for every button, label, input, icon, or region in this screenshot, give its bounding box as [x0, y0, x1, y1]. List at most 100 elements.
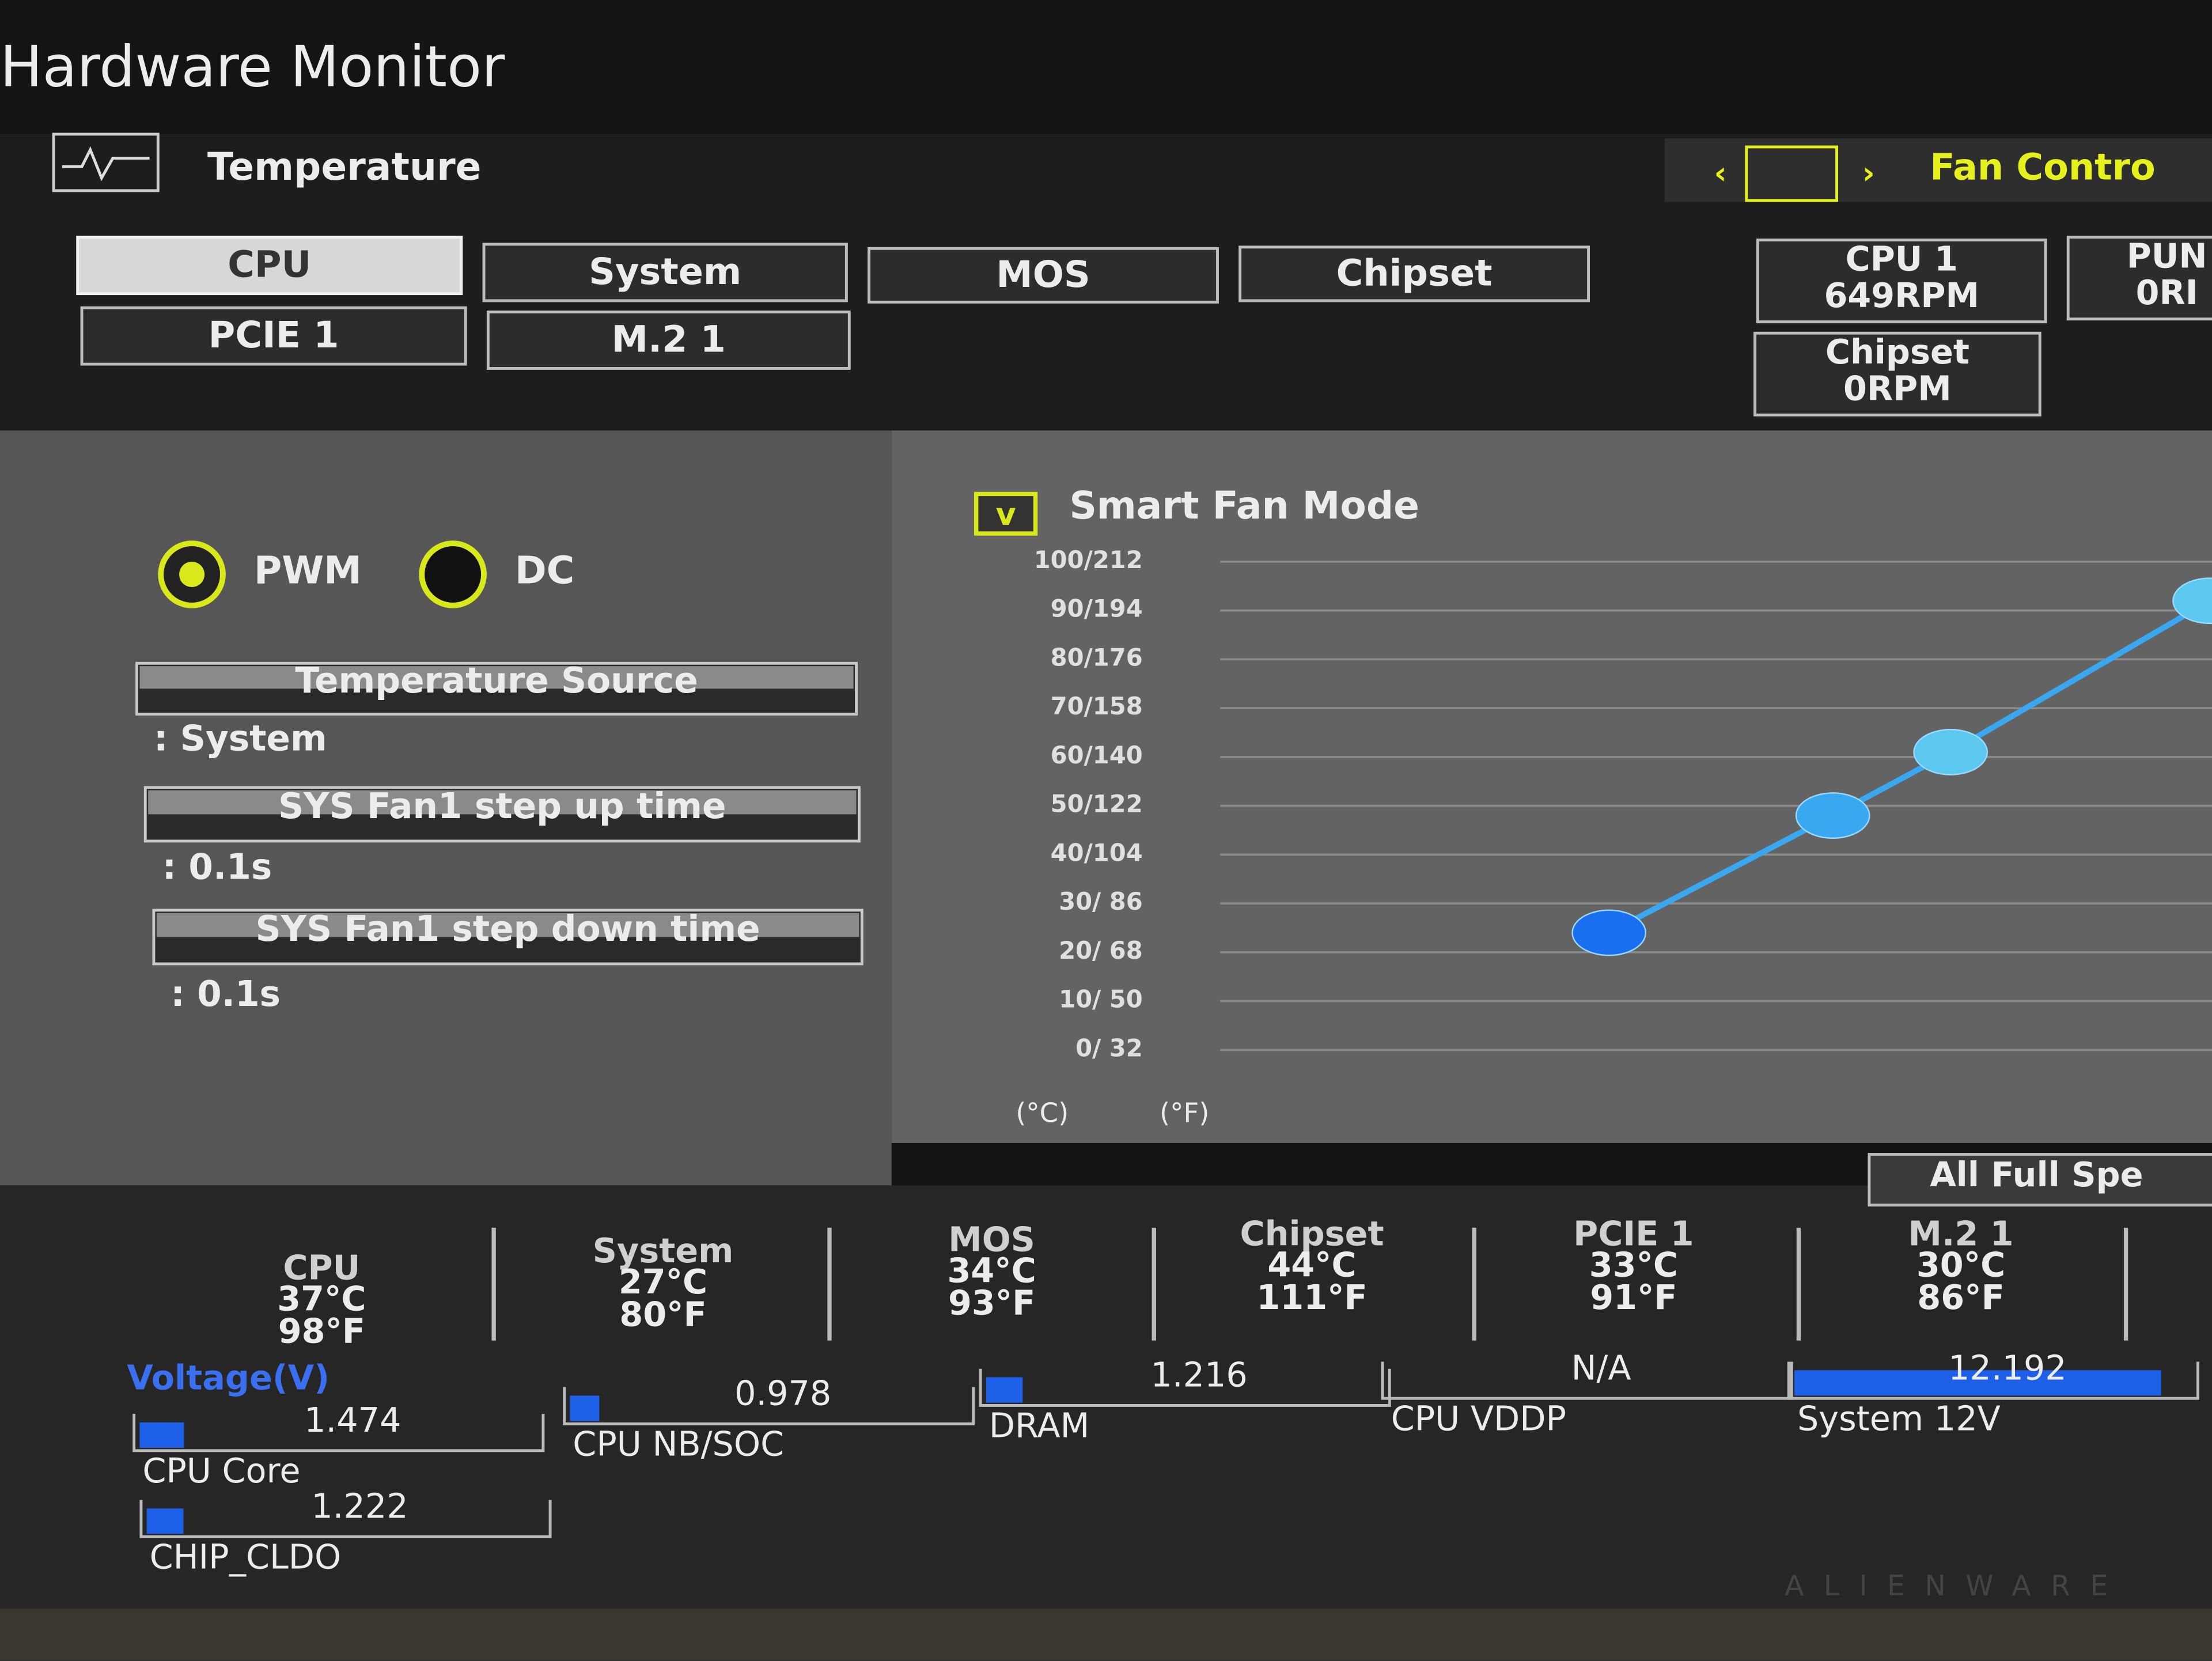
voltage-bar [139, 1422, 184, 1448]
setting-label[interactable]: Temperature Source [295, 660, 698, 701]
y-tick-label: 100/212 [1034, 546, 1143, 574]
temp-c: 27°C [619, 1262, 707, 1301]
setting-label[interactable]: SYS Fan1 step down time [256, 909, 760, 949]
fan-speed[interactable]: 0RI [2136, 273, 2198, 312]
setting-shade [139, 666, 854, 689]
voltage-name: System 12V [1797, 1399, 2001, 1439]
temp-c: 33°C [1589, 1245, 1678, 1285]
voltage-bar [986, 1377, 1023, 1403]
temp-f: 98°F [278, 1311, 365, 1351]
voltage-value: 1.222 [311, 1486, 408, 1526]
source-button[interactable] [1238, 245, 1590, 302]
tab-fan-control[interactable]: Fan Contro [1930, 146, 2156, 189]
arrow-left[interactable]: ‹ [1714, 155, 1727, 191]
source-button[interactable] [486, 311, 851, 370]
voltage-name: CPU NB/SOC [573, 1424, 784, 1464]
y-tick-label: 10/ 50 [1059, 985, 1143, 1013]
voltage-name: CPU VDDP [1391, 1399, 1566, 1439]
temp-name: M.2 1 [1908, 1214, 2014, 1254]
temp-name: MOS [948, 1219, 1035, 1259]
fan-point[interactable] [1795, 792, 1870, 839]
y-tick-label: 90/194 [1051, 595, 1143, 623]
pwm-label: PWM [254, 548, 362, 593]
source-label[interactable]: MOS [996, 253, 1090, 296]
fan-name[interactable]: CPU 1 [1846, 239, 1958, 278]
fan-card[interactable] [1756, 239, 2047, 324]
voltage-bracket [1787, 1361, 2199, 1400]
voltage-title: Voltage(V) [127, 1357, 329, 1397]
voltage-value: 1.216 [1151, 1355, 1248, 1395]
source-label[interactable]: PCIE 1 [209, 314, 339, 357]
source-label[interactable]: M.2 1 [612, 318, 726, 361]
fan-name[interactable]: Chipset [1825, 332, 1969, 372]
setting-shade [156, 913, 859, 937]
temp-name: System [593, 1231, 734, 1270]
temp-name: CPU [283, 1247, 360, 1287]
setting-label[interactable]: SYS Fan1 step up time [278, 786, 726, 827]
voltage-bracket [1381, 1361, 1793, 1400]
voltage-value: 12.192 [1948, 1348, 2067, 1387]
voltage-value: 1.474 [304, 1400, 401, 1440]
desk [0, 1609, 2212, 1661]
page-title: Hardware Monitor [0, 35, 505, 100]
setting-shade [148, 790, 857, 815]
voltage-value: N/A [1571, 1348, 1631, 1387]
all-full-speed-button[interactable] [1868, 1153, 2212, 1207]
temp-f: 91°F [1590, 1277, 1677, 1317]
voltage-bracket [139, 1500, 552, 1538]
y-tick-label: 20/ 68 [1059, 936, 1143, 964]
voltage-name: CPU Core [142, 1451, 300, 1490]
fan-card[interactable] [2066, 236, 2212, 321]
radio-pwm-dot [179, 561, 205, 588]
voltage-bar [146, 1508, 184, 1534]
source-button[interactable] [482, 243, 848, 302]
temp-name: PCIE 1 [1573, 1214, 1694, 1254]
voltage-bracket [563, 1387, 975, 1425]
y-tick-label: 60/140 [1051, 741, 1143, 769]
voltage-bar [1794, 1370, 2161, 1396]
fan-speed[interactable]: 0RPM [1843, 369, 1952, 408]
chart-panel [891, 430, 2212, 1143]
voltage-value: 0.978 [734, 1373, 831, 1413]
arrow-right[interactable]: › [1862, 155, 1875, 191]
fan-point[interactable] [1913, 729, 1988, 775]
all-full-speed[interactable]: All Full Spe [1930, 1155, 2143, 1194]
source-label[interactable]: Chipset [1336, 252, 1493, 294]
temp-f: 111°F [1256, 1277, 1367, 1317]
unit-f: (°F) [1160, 1097, 1209, 1128]
tab-temperature[interactable]: Temperature [207, 145, 482, 189]
temp-c: 44°C [1267, 1245, 1356, 1285]
dynamic: CPU System MOS Chipset PCIE 1 M.2 1 CPU 1649RP… [76, 236, 2212, 1577]
y-tick-label: 30/ 86 [1059, 887, 1143, 915]
temp-icon [52, 133, 160, 192]
fan-speed[interactable]: 649RPM [1824, 275, 1979, 315]
source-label[interactable]: CPU [228, 244, 311, 286]
radio-dc[interactable] [419, 540, 487, 608]
fan-point[interactable] [1571, 909, 1647, 956]
temp-c: 34°C [947, 1250, 1036, 1290]
fan-curve [1607, 598, 2211, 936]
temp-icon-line [62, 146, 150, 181]
monitor-brand: ALIENWARE [1785, 1569, 2128, 1602]
fan-name[interactable]: PUN [2127, 236, 2207, 276]
temp-f: 93°F [948, 1283, 1035, 1323]
source-button[interactable] [76, 236, 463, 296]
temp-f: 80°F [619, 1294, 706, 1334]
fan-point[interactable] [2172, 577, 2212, 625]
y-tick-label: 40/104 [1051, 838, 1143, 867]
voltage-bracket [132, 1414, 545, 1452]
source-label[interactable]: System [589, 251, 741, 293]
fan-tab-bg [1664, 138, 2212, 202]
setting-value: : 0.1s [171, 974, 281, 1015]
unit-c: (°C) [1016, 1097, 1069, 1128]
y-tick-label: 50/122 [1051, 790, 1143, 818]
voltage-bracket [979, 1368, 1391, 1407]
temp-c: 37°C [277, 1278, 366, 1318]
source-button[interactable] [80, 306, 467, 366]
source-button[interactable] [868, 247, 1219, 304]
y-tick-label: 80/176 [1051, 643, 1143, 671]
fan-card[interactable] [1753, 331, 2041, 417]
checkmark: v [996, 496, 1016, 532]
checkbox[interactable] [974, 491, 1038, 536]
